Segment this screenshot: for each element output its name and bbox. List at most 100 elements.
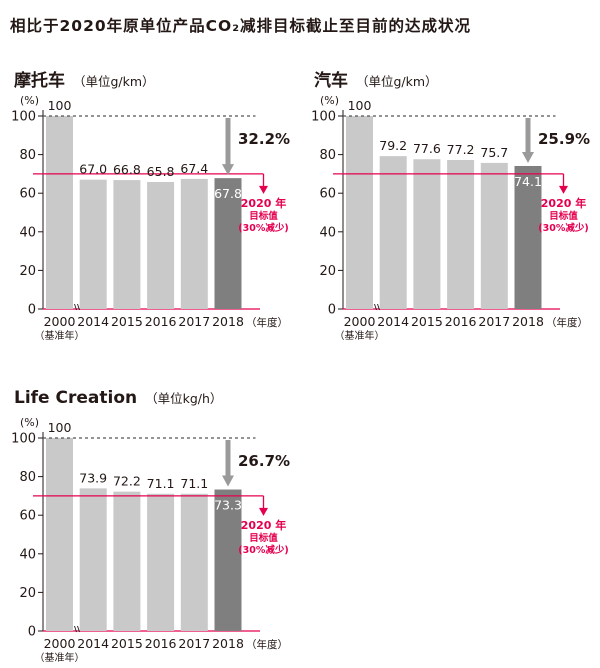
chart-unit: （单位g/km） — [356, 74, 438, 89]
chart-unit: （单位g/km） — [73, 74, 155, 89]
data-label: 79.2 — [379, 138, 407, 153]
x-tick-label: 2016 — [145, 636, 177, 651]
axis-break-mark — [74, 303, 80, 311]
x-tick-label: 2017 — [178, 636, 210, 651]
y-tick-label: 80 — [19, 148, 36, 163]
target-label: 目标值 — [249, 532, 278, 544]
chart-motorcycle: 摩托车 （单位g/km） (%) 0 20 40 60 80 100 2020 年目标值 (30%… — [10, 66, 300, 346]
x-axis-label: （年度） — [246, 638, 288, 651]
bar — [46, 438, 73, 631]
x-tick-label: 2015 — [111, 636, 143, 651]
data-label: 71.1 — [180, 476, 208, 491]
bar — [346, 116, 373, 309]
x-tick-label: 2016 — [145, 314, 177, 329]
target-arrow-head — [259, 507, 268, 516]
reduction-arrow-head — [522, 151, 534, 163]
x-tick-label: 2018 — [212, 636, 244, 651]
target-label: (30%减少) — [238, 222, 288, 234]
x-tick-label: 2015 — [111, 314, 143, 329]
x-tick-label: 2017 — [178, 314, 210, 329]
target-label: 2020 年 — [241, 196, 286, 210]
base-year-note: （基准年） — [335, 329, 385, 342]
data-label: 100 — [348, 98, 372, 113]
bar — [480, 162, 508, 309]
data-label: 67.4 — [180, 161, 208, 176]
target-arrow-head — [259, 185, 268, 194]
data-label: 67.0 — [79, 162, 107, 177]
y-tick-label: 60 — [19, 509, 36, 524]
data-label: 77.6 — [413, 141, 441, 156]
chart-title: 汽车 （单位g/km） — [314, 66, 438, 91]
data-label: 65.8 — [147, 164, 175, 179]
data-label: 71.1 — [147, 476, 175, 491]
x-tick-label: 2014 — [77, 636, 109, 651]
data-label: 72.2 — [113, 474, 141, 489]
y-tick-label: 40 — [19, 547, 36, 562]
x-tick-label: 2015 — [411, 314, 443, 329]
y-axis-label: (%) — [20, 416, 39, 429]
y-axis-label: (%) — [20, 94, 39, 107]
y-tick-label: 20 — [319, 264, 336, 279]
x-axis-label: （年度） — [546, 316, 588, 329]
x-tick-label: 2014 — [377, 314, 409, 329]
reduction-arrow-stem — [525, 118, 531, 153]
bar-current — [514, 165, 542, 309]
data-label-current: 73.3 — [214, 498, 242, 513]
y-tick-label: 100 — [11, 432, 36, 447]
page-title: 相比于2020年原单位产品CO₂减排目标截止至目前的达成状况 — [10, 17, 471, 35]
y-tick-label: 0 — [328, 303, 336, 318]
x-tick-label: 2018 — [212, 314, 244, 329]
chart-title-text: Life Creation — [14, 388, 138, 408]
x-tick-label: 2000 — [44, 314, 76, 329]
x-tick-label: 2017 — [478, 314, 510, 329]
data-label: 73.9 — [79, 470, 107, 485]
bar-current — [214, 178, 242, 309]
data-label-current: 67.8 — [214, 186, 242, 201]
reduction-arrow-stem — [225, 118, 231, 166]
bar — [147, 493, 175, 631]
reduction-label: 25.9% — [538, 130, 590, 148]
y-axis-label: (%) — [320, 94, 339, 107]
target-label: (30%减少) — [238, 544, 288, 556]
x-tick-label: 2016 — [445, 314, 477, 329]
base-year-note: （基准年） — [35, 651, 85, 664]
data-label: 75.7 — [480, 145, 508, 160]
x-tick-label: 2018 — [512, 314, 544, 329]
bar — [113, 491, 141, 631]
target-label: (30%减少) — [538, 222, 588, 234]
y-tick-label: 20 — [19, 264, 36, 279]
y-tick-label: 100 — [11, 110, 36, 125]
x-tick-label: 2000 — [44, 636, 76, 651]
target-label: 2020 年 — [541, 196, 586, 210]
chart-automobile: 汽车 （单位g/km） (%) 0 20 40 60 80 100 2020 年目标值 (30%减… — [310, 66, 600, 346]
data-label: 77.2 — [447, 142, 475, 157]
chart-title-text: 摩托车 — [14, 71, 65, 91]
y-tick-label: 80 — [19, 470, 36, 485]
data-label: 100 — [48, 98, 72, 113]
target-arrow-head — [559, 185, 568, 194]
y-tick-label: 100 — [311, 110, 336, 125]
chart-title: 摩托车 （单位g/km） — [14, 66, 155, 91]
bar — [379, 156, 407, 309]
chart-unit: （单位kg/h） — [145, 391, 223, 406]
x-tick-label: 2014 — [77, 314, 109, 329]
target-label: 2020 年 — [241, 518, 286, 532]
target-label: 目标值 — [249, 210, 278, 222]
y-tick-label: 0 — [28, 303, 36, 318]
data-label: 100 — [48, 420, 72, 435]
bar — [79, 179, 107, 309]
reduction-arrow-head — [222, 475, 234, 487]
y-tick-label: 20 — [19, 586, 36, 601]
reduction-label: 32.2% — [238, 130, 290, 148]
data-label: 66.8 — [113, 162, 141, 177]
bar — [79, 488, 107, 631]
y-tick-label: 60 — [19, 187, 36, 202]
target-label: 目标值 — [549, 210, 578, 222]
reduction-label: 26.7% — [238, 452, 290, 470]
data-label-current: 74.1 — [514, 174, 542, 189]
bar — [180, 493, 208, 631]
x-tick-label: 2000 — [344, 314, 376, 329]
bar — [113, 180, 141, 309]
bar — [147, 182, 175, 309]
